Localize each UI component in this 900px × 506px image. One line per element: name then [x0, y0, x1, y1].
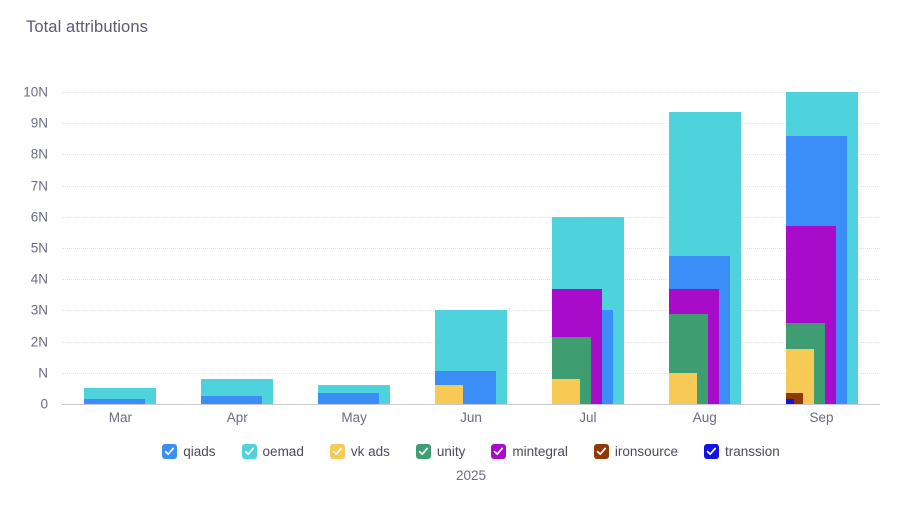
y-tick-label: 8N — [30, 146, 48, 162]
y-tick-label: 5N — [30, 240, 48, 256]
x-tick-label: Sep — [809, 410, 834, 425]
bar-segment[interactable] — [551, 379, 580, 404]
bar-segment[interactable] — [201, 395, 263, 404]
gridline — [62, 248, 880, 249]
legend-label: unity — [436, 443, 466, 459]
checkbox-icon[interactable] — [241, 443, 257, 459]
gridline — [62, 123, 880, 125]
checkbox-icon[interactable] — [703, 443, 719, 459]
gridline — [62, 279, 880, 281]
bar-segment[interactable] — [84, 398, 146, 404]
legend: qiads oemad vk ads unity mintegral ironsource… — [62, 438, 880, 464]
x-tick-label: Mar — [108, 410, 133, 425]
bar-group[interactable] — [318, 92, 391, 404]
page-title: Total attributions — [26, 18, 148, 36]
y-axis: 0 N 2N 3N 4N 5N 6N 7N 8N 9N 10N — [0, 0, 56, 506]
legend-item-unity[interactable]: unity — [415, 443, 466, 459]
x-tick-label: Apr — [226, 410, 248, 425]
legend-item-mintegral[interactable]: mintegral — [491, 443, 568, 459]
legend-item-vk-ads[interactable]: vk ads — [329, 443, 390, 459]
gridline — [62, 154, 880, 156]
x-axis-baseline — [62, 404, 880, 405]
legend-label: transsion — [724, 443, 780, 459]
y-tick-label: 4N — [30, 271, 48, 287]
legend-label: qiads — [183, 443, 216, 459]
y-tick-label: 9N — [30, 115, 48, 131]
bar-segment[interactable] — [785, 399, 794, 404]
y-tick-label: 6N — [30, 209, 48, 225]
legend-label: oemad — [262, 443, 304, 459]
bar-segment[interactable] — [435, 384, 463, 404]
gridline — [62, 185, 880, 187]
checkbox-icon[interactable] — [491, 443, 507, 459]
x-tick-label: Aug — [692, 410, 717, 425]
bar-group[interactable] — [201, 92, 274, 404]
y-tick-label: 3N — [30, 302, 48, 318]
plot-area — [62, 92, 880, 404]
bar-segment[interactable] — [318, 393, 380, 404]
bar-group[interactable] — [551, 92, 624, 404]
bar-group[interactable] — [668, 92, 741, 404]
checkbox-icon[interactable] — [593, 443, 609, 459]
bar-segment[interactable] — [785, 393, 803, 404]
legend-label: vk ads — [350, 443, 390, 459]
y-tick-label: N — [38, 365, 48, 381]
x-tick-label: Jul — [579, 410, 597, 425]
bar-segment[interactable] — [668, 372, 697, 404]
legend-item-oemad[interactable]: oemad — [241, 443, 304, 459]
y-tick-label: 0 — [40, 396, 48, 412]
checkbox-icon[interactable] — [329, 443, 345, 459]
y-tick-label: 2N — [30, 334, 48, 350]
legend-item-transsion[interactable]: transsion — [703, 443, 780, 459]
legend-label: mintegral — [512, 443, 568, 459]
y-tick-label: 10N — [23, 84, 48, 100]
legend-item-ironsource[interactable]: ironsource — [593, 443, 678, 459]
bar-group[interactable] — [785, 92, 858, 404]
legend-label: ironsource — [614, 443, 678, 459]
x-tick-label: May — [341, 410, 367, 425]
y-tick-label: 7N — [30, 178, 48, 194]
bar-group[interactable] — [84, 92, 157, 404]
gridline — [62, 92, 880, 93]
x-axis: Mar Apr May Jun Jul Aug Sep — [62, 410, 880, 432]
legend-item-qiads[interactable]: qiads — [162, 443, 216, 459]
x-axis-title: 2025 — [455, 468, 487, 483]
bar-group[interactable] — [435, 92, 507, 404]
gridline — [62, 216, 880, 218]
checkbox-icon[interactable] — [415, 443, 431, 459]
x-tick-label: Jun — [460, 410, 482, 425]
checkbox-icon[interactable] — [162, 443, 178, 459]
